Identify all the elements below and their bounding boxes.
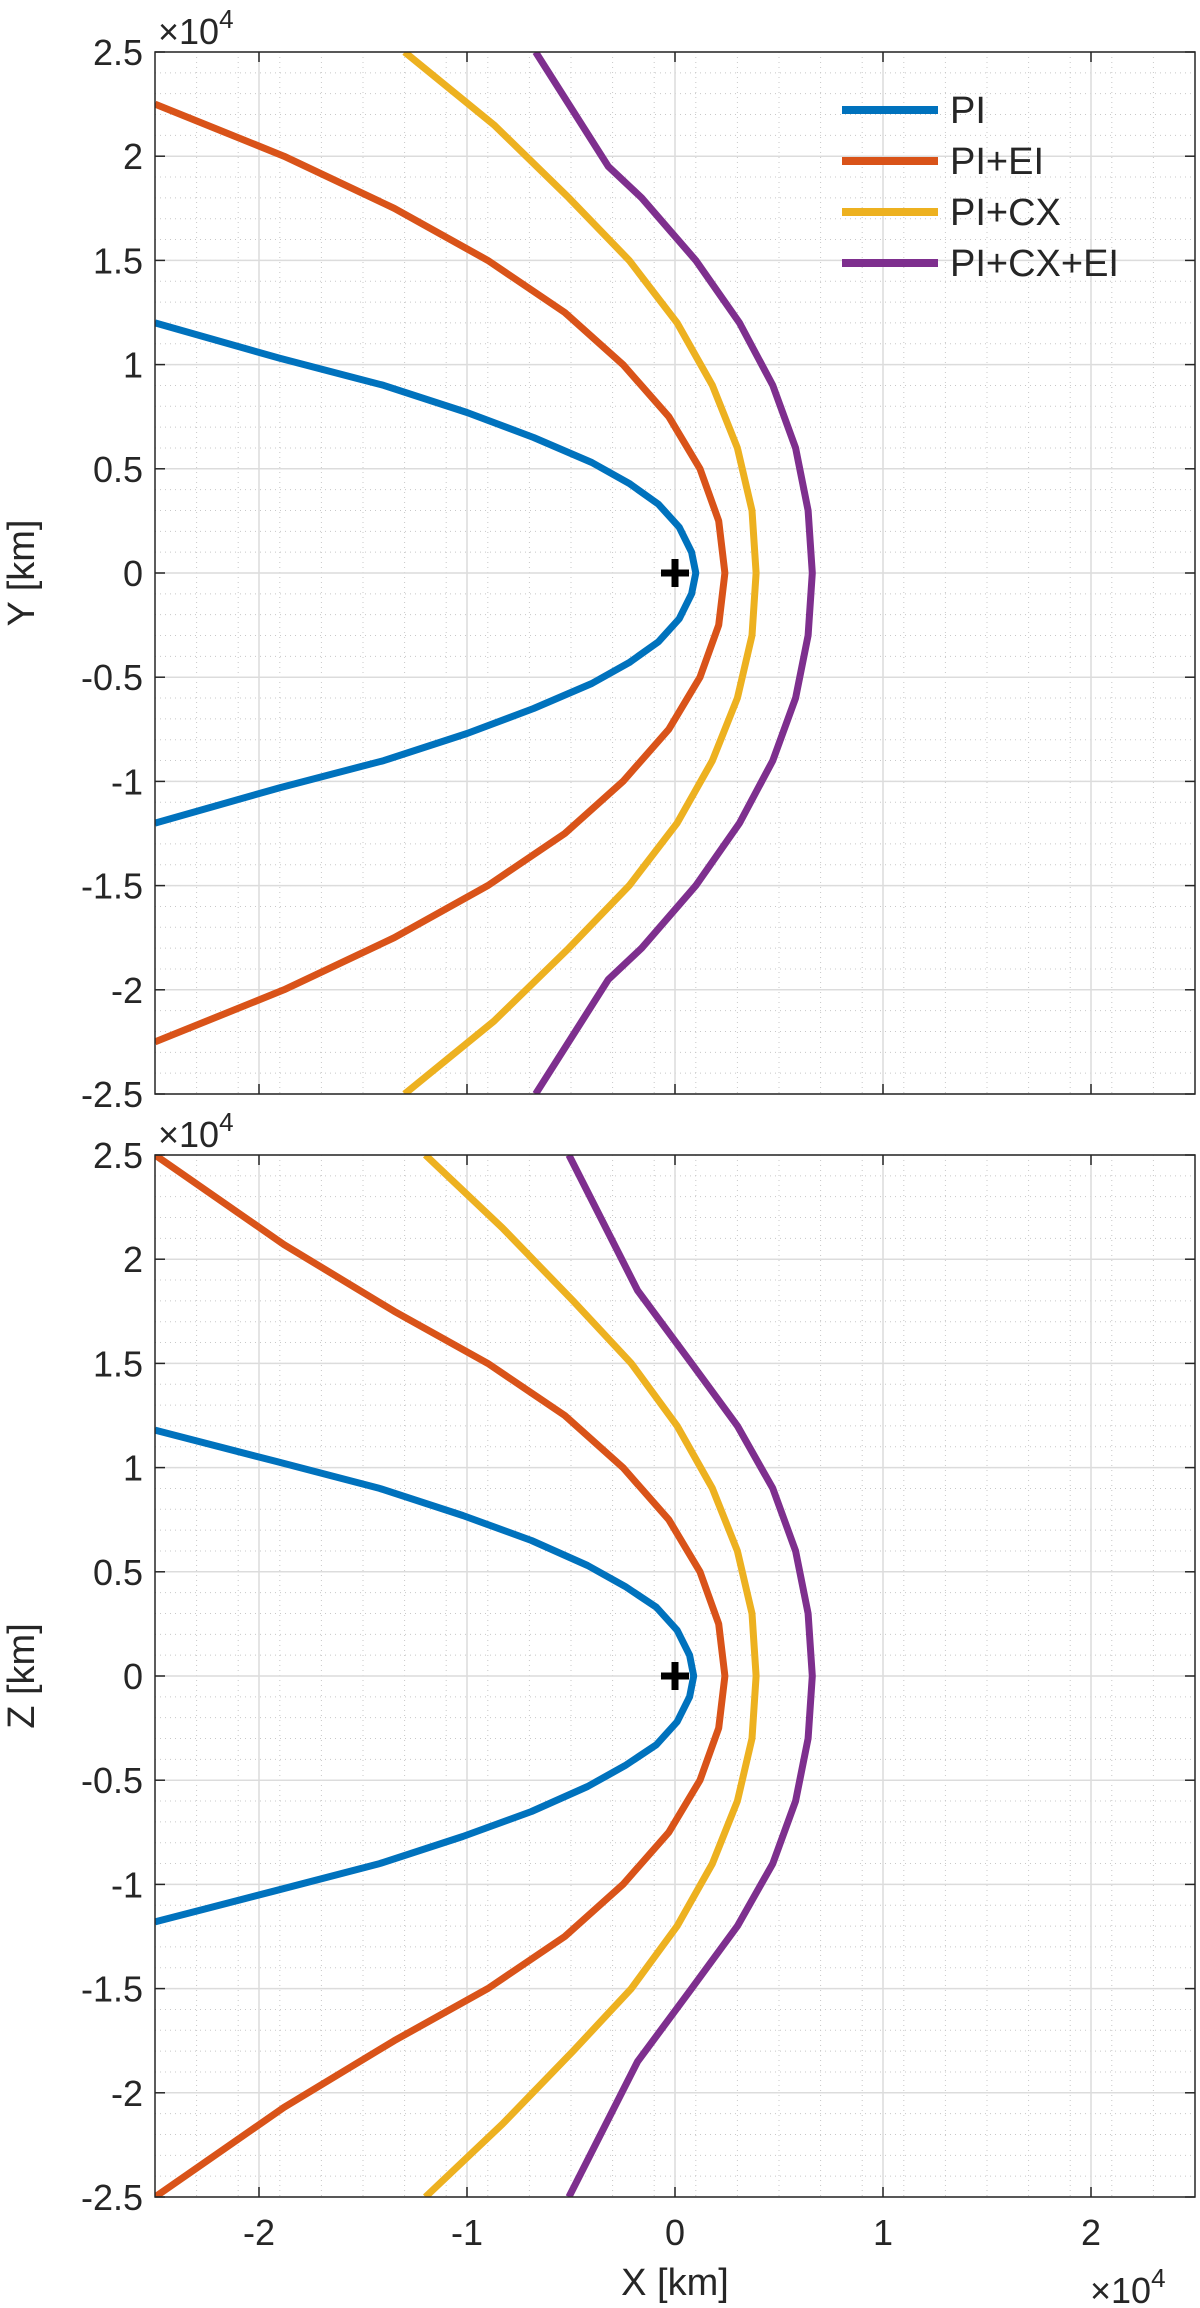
y-tick-label: 0 xyxy=(123,553,143,594)
y-tick-label: -2.5 xyxy=(81,1074,143,1115)
series-line-pi-cx-ei xyxy=(532,52,816,1094)
legend-label: PI xyxy=(950,90,986,132)
y-tick-label: 2 xyxy=(123,136,143,177)
plot-panel-2: 2.521.510.50-0.5-1-1.5-2-2.5-2 -1 0 1 2×104×… xyxy=(1,1107,1196,2308)
y-tick-label: -1 xyxy=(111,1864,143,1905)
x-tick-label: 1 xyxy=(873,2212,893,2253)
tick-marks xyxy=(155,51,1195,1095)
legend-label: PI+CX xyxy=(950,192,1061,234)
x-tick-label: -1 xyxy=(451,2212,483,2253)
x-tick-label: -2 xyxy=(243,2212,275,2253)
y-tick-label: 2.5 xyxy=(93,32,143,73)
series-line-pi xyxy=(155,319,700,827)
y-tick-label: -1.5 xyxy=(81,1969,143,2010)
series-line-pi xyxy=(155,1426,698,1926)
y-tick-label: 1.5 xyxy=(93,1343,143,1384)
y-tick-label: 0.5 xyxy=(93,449,143,490)
y-tick-label: 0.5 xyxy=(93,1552,143,1593)
y-axis-label: Y [km] xyxy=(1,520,43,627)
y-tick-label: -1.5 xyxy=(81,866,143,907)
series-line-pi-cx xyxy=(422,1155,760,2197)
series-line-pi-ei xyxy=(155,100,729,1046)
y-tick-label: 0 xyxy=(123,1656,143,1697)
y-tick-label: 2.5 xyxy=(93,1135,143,1176)
y-tick-label: -0.5 xyxy=(81,657,143,698)
tick-marks xyxy=(155,1154,1195,2198)
y-tick-label: -1 xyxy=(111,761,143,802)
series-line-pi-ei xyxy=(155,1155,729,2197)
y-tick-label: 2 xyxy=(123,1239,143,1280)
y-tick-label: 1 xyxy=(123,1448,143,1489)
series-line-pi-cx-ei xyxy=(565,1155,816,2197)
y-axis-label: Z [km] xyxy=(1,1623,43,1729)
y-tick-label: -2 xyxy=(111,970,143,1011)
y-tick-label: 1.5 xyxy=(93,240,143,281)
legend: PI PI+EI PI+CX PI+CX+EI xyxy=(842,90,1119,285)
origin-marker-icon xyxy=(661,1662,689,1690)
y-tick-label: -0.5 xyxy=(81,1760,143,1801)
y-tick-label: -2.5 xyxy=(81,2177,143,2218)
x-tick-label: 0 xyxy=(665,2212,685,2253)
y-tick-label: -2 xyxy=(111,2073,143,2114)
legend-label: PI+EI xyxy=(950,141,1044,183)
y-tick-label: 1 xyxy=(123,345,143,386)
x-axis-label: X [km] xyxy=(621,2262,729,2304)
origin-marker-icon xyxy=(661,559,689,587)
x-tick-label: 2 xyxy=(1081,2212,1101,2253)
legend-label: PI+CX+EI xyxy=(950,243,1119,285)
series-line-pi-cx xyxy=(402,52,760,1094)
